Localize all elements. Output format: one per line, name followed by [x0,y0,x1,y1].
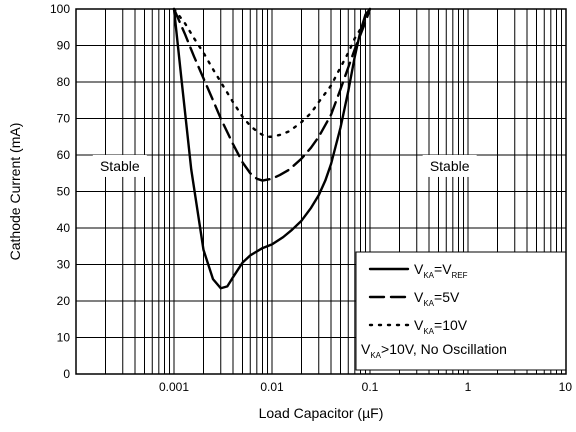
y-tick-label: 100 [50,2,70,16]
stable-region-label: Stable [100,158,140,174]
legend-subscript: KA [423,299,434,308]
legend-note-suffix: >10V, No Oscillation [381,341,507,357]
region-label-layer: Stable Stable [92,154,477,177]
legend-entry-2: VKA=5V [414,289,460,308]
legend-subscript: KA [423,327,434,336]
legend-entry-1: VKA=VREF [414,261,468,280]
plot-frame [75,8,567,375]
x-tick-label: 0.1 [362,380,379,394]
series-line-2 [172,7,372,182]
y-tick-label: 80 [57,75,71,89]
y-tick-label: 70 [57,112,71,126]
legend-entry-3: VKA=10V [414,317,468,336]
legend-note-prefix: V [361,341,371,357]
series-line-3 [172,7,372,138]
series-line-1 [172,7,372,290]
x-tick-label: 0.01 [260,380,284,394]
stable-region-label: Stable [430,158,470,174]
y-tick-label: 20 [57,294,71,308]
legend-note-subscript: KA [370,351,381,360]
x-axis-title: Load Capacitor (µF) [259,405,384,421]
x-tick-label: 10 [559,380,573,394]
series-layer [172,7,372,290]
stable-label-background [92,154,147,177]
y-tick-label: 60 [57,148,71,162]
legend-subscript-2: REF [452,271,468,280]
legend-mid: =V [434,261,452,277]
legend-suffix: =10V [434,317,468,333]
legend-suffix: =5V [434,289,460,305]
y-tick-label: 0 [63,367,70,381]
y-tick-label: 90 [57,39,71,53]
x-tick-label: 1 [465,380,472,394]
x-tick-label: 0.001 [159,380,189,394]
y-tick-label: 40 [57,221,71,235]
stable-label-background [422,154,477,177]
legend-prefix: V [414,289,424,305]
y-axis-title: Cathode Current (mA) [7,123,23,261]
y-tick-label: 10 [57,331,71,345]
legend-prefix: V [414,317,424,333]
tick-label-layer: 0 10 20 30 40 50 60 70 80 90 100 0.001 0.01 0.1 1 10 [50,2,572,394]
y-tick-label: 30 [57,258,71,272]
y-tick-label: 50 [57,185,71,199]
legend-box [355,251,567,371]
legend-note: VKA>10V, No Oscillation [361,341,507,360]
legend-subscript: KA [423,271,434,280]
legend-prefix: V [414,261,424,277]
